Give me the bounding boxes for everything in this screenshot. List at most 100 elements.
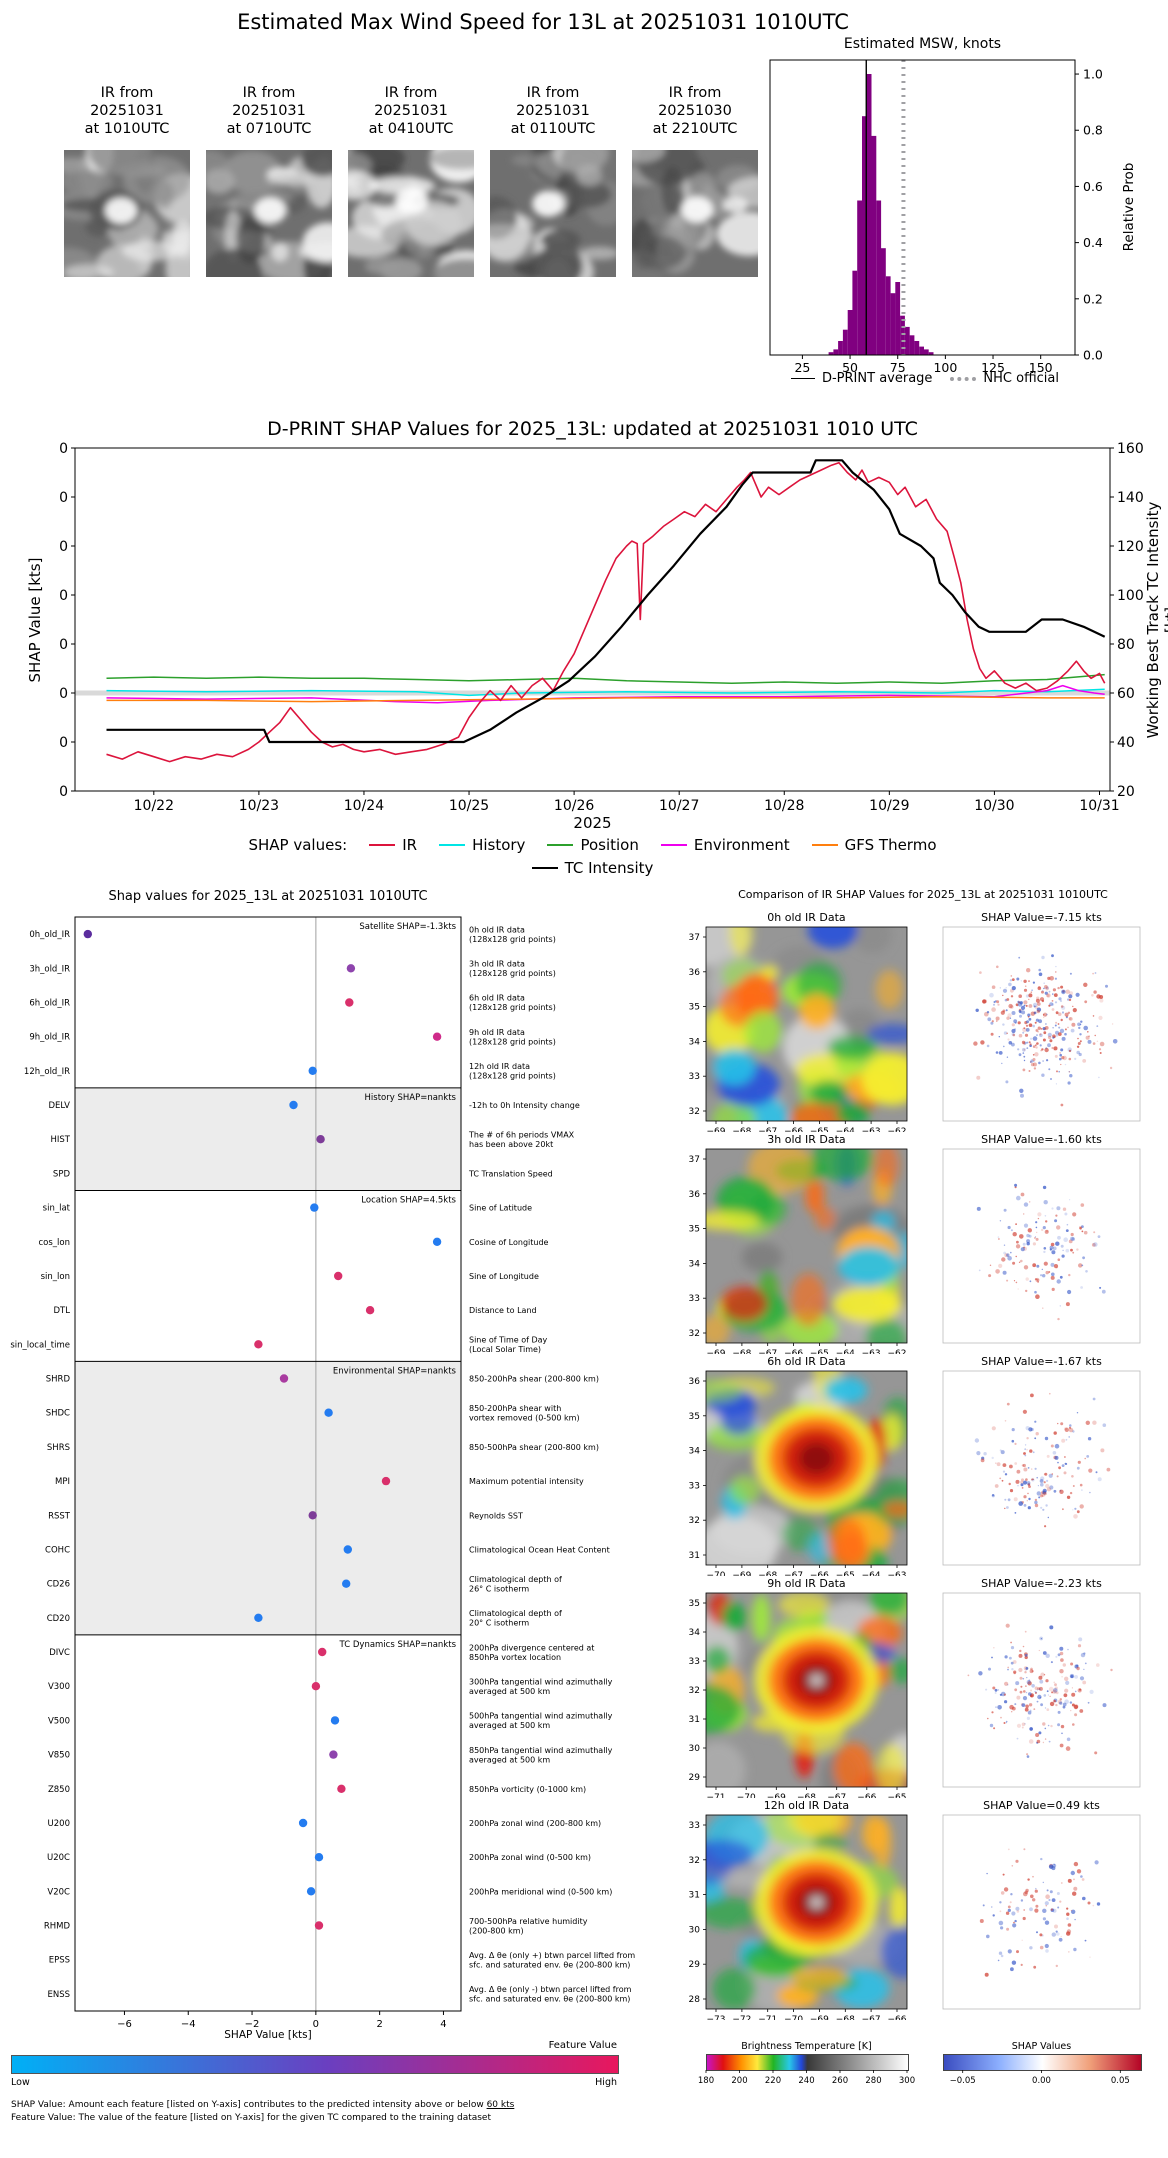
svg-text:10/23: 10/23 bbox=[239, 798, 279, 814]
feature-description: Sine of Latitude bbox=[469, 1204, 532, 1213]
svg-text:60: 60 bbox=[1117, 686, 1135, 702]
shap-dot-U20C bbox=[314, 1853, 324, 1862]
svg-text:−2: −2 bbox=[245, 2019, 260, 2030]
section-shading bbox=[75, 1361, 461, 1635]
feature-description: TC Translation Speed bbox=[468, 1169, 553, 1178]
feature-description: 6h old IR data (128x128 grid points) bbox=[469, 994, 556, 1013]
svg-text:−73: −73 bbox=[707, 2015, 726, 2020]
svg-text:10/27: 10/27 bbox=[659, 798, 699, 814]
series-gfs-thermo bbox=[106, 695, 1105, 703]
series-ir bbox=[106, 461, 1106, 763]
svg-text:160: 160 bbox=[1117, 441, 1144, 457]
svg-text:0.8: 0.8 bbox=[1083, 123, 1103, 138]
svg-text:32: 32 bbox=[689, 1516, 700, 1526]
feature-name: EPSS bbox=[49, 1956, 70, 1966]
svg-text:33: 33 bbox=[689, 1821, 700, 1831]
ir-thumbnail-label: IR from 20251031 at 0110UTC bbox=[510, 85, 596, 137]
section-shading bbox=[75, 1087, 461, 1191]
svg-text:80: 80 bbox=[1117, 637, 1135, 653]
msw-histogram: 25 50 75 100 125 150 0.0 0.2 0.4 0.6 0.8 1.0 bbox=[769, 59, 1103, 375]
shap-timeseries-chart: 10/22 10/23 10/24 10/25 10/26 10/27 10/28 10/29… bbox=[60, 441, 1144, 814]
svg-text:−69: −69 bbox=[707, 1127, 726, 1132]
svg-text:32: 32 bbox=[689, 1107, 700, 1117]
feature-description: 850-500hPa shear (200-800 km) bbox=[469, 1443, 599, 1452]
ir-panel-title: 9h old IR Data bbox=[767, 1577, 845, 1590]
svg-text:125: 125 bbox=[981, 360, 1005, 375]
feature-name: V500 bbox=[48, 1716, 70, 1726]
svg-text:280: 280 bbox=[865, 2076, 881, 2086]
svg-text:100: 100 bbox=[1117, 588, 1144, 604]
svg-text:220: 220 bbox=[765, 2076, 781, 2086]
section-header: History SHAP=nankts bbox=[365, 1093, 457, 1103]
feature-value-footnote-text: Feature Value: The value of the feature … bbox=[11, 2113, 492, 2123]
svg-text:50: 50 bbox=[842, 360, 858, 375]
feature-description: Distance to Land bbox=[469, 1306, 537, 1315]
svg-text:37: 37 bbox=[689, 1155, 700, 1165]
svg-text:32: 32 bbox=[689, 1329, 700, 1339]
svg-text:−64: −64 bbox=[862, 1571, 881, 1576]
svg-text:−68: −68 bbox=[836, 2015, 855, 2020]
shap-dot-MPI bbox=[381, 1476, 391, 1486]
svg-text:−68: −68 bbox=[732, 1349, 751, 1354]
shap-dot-V500 bbox=[330, 1716, 340, 1725]
feature-name: cos_lon bbox=[38, 1238, 70, 1248]
svg-text:40: 40 bbox=[1117, 735, 1135, 751]
svg-text:10/28: 10/28 bbox=[764, 798, 804, 814]
ir-panel-title: 12h old IR Data bbox=[764, 1799, 849, 1812]
svg-text:33: 33 bbox=[689, 1657, 700, 1667]
svg-text:10/24: 10/24 bbox=[344, 798, 384, 814]
legend-item-position: Position bbox=[547, 836, 639, 854]
shap-value-footnote-text: SHAP Value: Amount each feature [listed … bbox=[11, 2100, 487, 2110]
timeseries-legend-label: SHAP values: bbox=[248, 836, 348, 854]
feature-description: 850-200hPa shear with vortex removed (0-5… bbox=[469, 1404, 580, 1423]
feature-name: DIVC bbox=[49, 1648, 70, 1658]
legend-line-sample bbox=[660, 844, 687, 846]
ir-panel-title: 6h old IR Data bbox=[767, 1355, 845, 1368]
shap-speckles bbox=[974, 1392, 1111, 1528]
feature-name: 9h_old_IR bbox=[29, 1033, 70, 1043]
feature-name: V300 bbox=[48, 1682, 70, 1692]
feature-description: 200hPa meridional wind (0-500 km) bbox=[469, 1887, 612, 1896]
svg-text:−63: −63 bbox=[862, 1349, 881, 1354]
series-history bbox=[106, 688, 1105, 697]
shap-panel-title: SHAP Value=0.49 kts bbox=[983, 1799, 1100, 1812]
feature-value-colorbar bbox=[11, 2055, 619, 2074]
svg-text:4: 4 bbox=[440, 2019, 446, 2030]
ir-map-texture bbox=[706, 1371, 907, 1565]
svg-text:0.6: 0.6 bbox=[1083, 179, 1103, 194]
ir-map-texture bbox=[706, 1149, 907, 1343]
svg-text:−69: −69 bbox=[707, 1349, 726, 1354]
feature-name: 6h_old_IR bbox=[29, 999, 70, 1009]
ir-thumbnail-label: IR from 20251031 at 0410UTC bbox=[368, 85, 454, 137]
ir-map-texture bbox=[706, 927, 907, 1121]
svg-text:−0.05: −0.05 bbox=[950, 2076, 976, 2086]
feature-name: SHRS bbox=[47, 1443, 70, 1453]
feature-name: sin_lon bbox=[41, 1272, 70, 1282]
ir-cloud-texture bbox=[348, 150, 474, 277]
ir-data-panel-0: 0h old IR Data 37 36 35 34 33 32 −69 −68 −67 −66 −6… bbox=[689, 911, 908, 1132]
legend-label: IR bbox=[402, 836, 418, 854]
shap-speckles bbox=[967, 1623, 1113, 1758]
ir-data-panel-1: 3h old IR Data 37 36 35 34 33 32 −69 −68 −67 −66 −6… bbox=[689, 1133, 908, 1354]
ir-map-texture bbox=[706, 1815, 907, 2009]
comparison-title: Comparison of IR SHAP Values for 2025_13… bbox=[738, 888, 1108, 901]
svg-text:−69: −69 bbox=[810, 2015, 829, 2020]
brightness-temp-colorbar bbox=[706, 2054, 909, 2071]
feature-value-colorbar-label: Feature Value bbox=[548, 2040, 617, 2051]
legend-line-sample bbox=[531, 867, 558, 869]
svg-text:100: 100 bbox=[933, 360, 957, 375]
svg-text:10/29: 10/29 bbox=[869, 798, 909, 814]
svg-text:−68: −68 bbox=[732, 1127, 751, 1132]
ir-thumbnail-label: IR from 20251031 at 0710UTC bbox=[226, 85, 312, 137]
feature-description: 300hPa tangential wind azimuthally averag… bbox=[469, 1678, 613, 1697]
svg-text:30: 30 bbox=[689, 1744, 701, 1754]
histogram-bars bbox=[828, 74, 934, 355]
shap-dot-RHMD bbox=[314, 1921, 324, 1930]
svg-text:−4: −4 bbox=[181, 2019, 196, 2030]
dprint-average-line-sample bbox=[790, 378, 815, 379]
ir-thumbnail-label: IR from 20251030 at 2210UTC bbox=[652, 85, 738, 137]
svg-text:−65: −65 bbox=[836, 1571, 855, 1576]
shap-dot-sin_local_time bbox=[254, 1340, 263, 1349]
shap-dot-cos_lon bbox=[432, 1237, 442, 1246]
legend-label: History bbox=[472, 836, 526, 854]
